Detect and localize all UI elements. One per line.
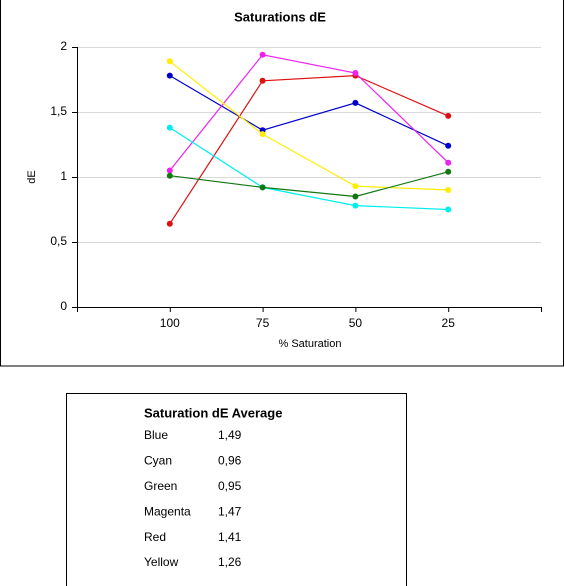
- table-label: Yellow: [144, 555, 179, 569]
- data-point: [445, 112, 452, 119]
- y-tick-label: 1,5: [50, 104, 67, 118]
- data-point: [259, 77, 266, 84]
- x-tick-label: 50: [349, 316, 363, 330]
- table-value: 0,96: [218, 454, 242, 468]
- data-point: [352, 202, 359, 209]
- data-point: [445, 168, 452, 175]
- x-tick-label: 25: [442, 316, 456, 330]
- series-line: [169, 75, 449, 147]
- data-point: [166, 167, 173, 174]
- data-point: [259, 131, 266, 138]
- data-point: [166, 72, 173, 79]
- data-point: [352, 70, 359, 76]
- table-value: 1,49: [218, 428, 242, 442]
- table-label: Red: [144, 530, 166, 544]
- data-point: [166, 124, 173, 131]
- table-label: Green: [144, 479, 177, 493]
- series-line: [169, 60, 449, 191]
- data-point: [445, 159, 452, 166]
- table-value: 1,47: [218, 504, 242, 518]
- series-line: [169, 54, 449, 171]
- y-tick-label: 1: [60, 169, 67, 183]
- data-point: [166, 172, 173, 179]
- data-point: [445, 187, 452, 193]
- y-tick-label: 0,5: [50, 234, 67, 248]
- data-point: [352, 183, 359, 190]
- table-label: Cyan: [144, 454, 172, 468]
- chart-title: Saturations dE: [234, 9, 326, 24]
- table-value: 0,95: [218, 479, 242, 493]
- data-point: [445, 142, 452, 149]
- y-tick-label: 0: [60, 299, 67, 313]
- data-point: [259, 51, 266, 58]
- table-title: Saturation dE Average: [144, 405, 282, 420]
- x-axis-label: % Saturation: [279, 338, 342, 350]
- table-label: Magenta: [144, 504, 191, 518]
- y-axis-label: dE: [26, 170, 38, 183]
- series-line: [169, 127, 449, 211]
- x-tick-label: 75: [256, 316, 270, 330]
- y-tick-label: 2: [60, 39, 67, 53]
- table-frame: [66, 393, 407, 586]
- data-point: [352, 99, 359, 106]
- series-line: [169, 74, 449, 225]
- data-point: [259, 184, 266, 191]
- data-point: [445, 206, 452, 213]
- series-line: [169, 171, 449, 198]
- table-label: Blue: [144, 428, 168, 442]
- data-point: [166, 220, 173, 227]
- chart-frame: [0, 0, 564, 367]
- table-value: 1,26: [218, 555, 242, 569]
- data-point: [352, 193, 359, 200]
- table-value: 1,41: [218, 530, 242, 544]
- x-tick-label: 100: [160, 316, 180, 330]
- data-point: [166, 58, 173, 65]
